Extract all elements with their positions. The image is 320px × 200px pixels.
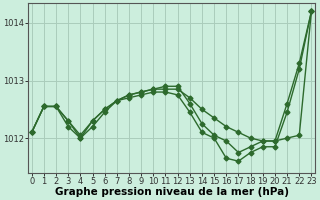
X-axis label: Graphe pression niveau de la mer (hPa): Graphe pression niveau de la mer (hPa)	[55, 187, 289, 197]
